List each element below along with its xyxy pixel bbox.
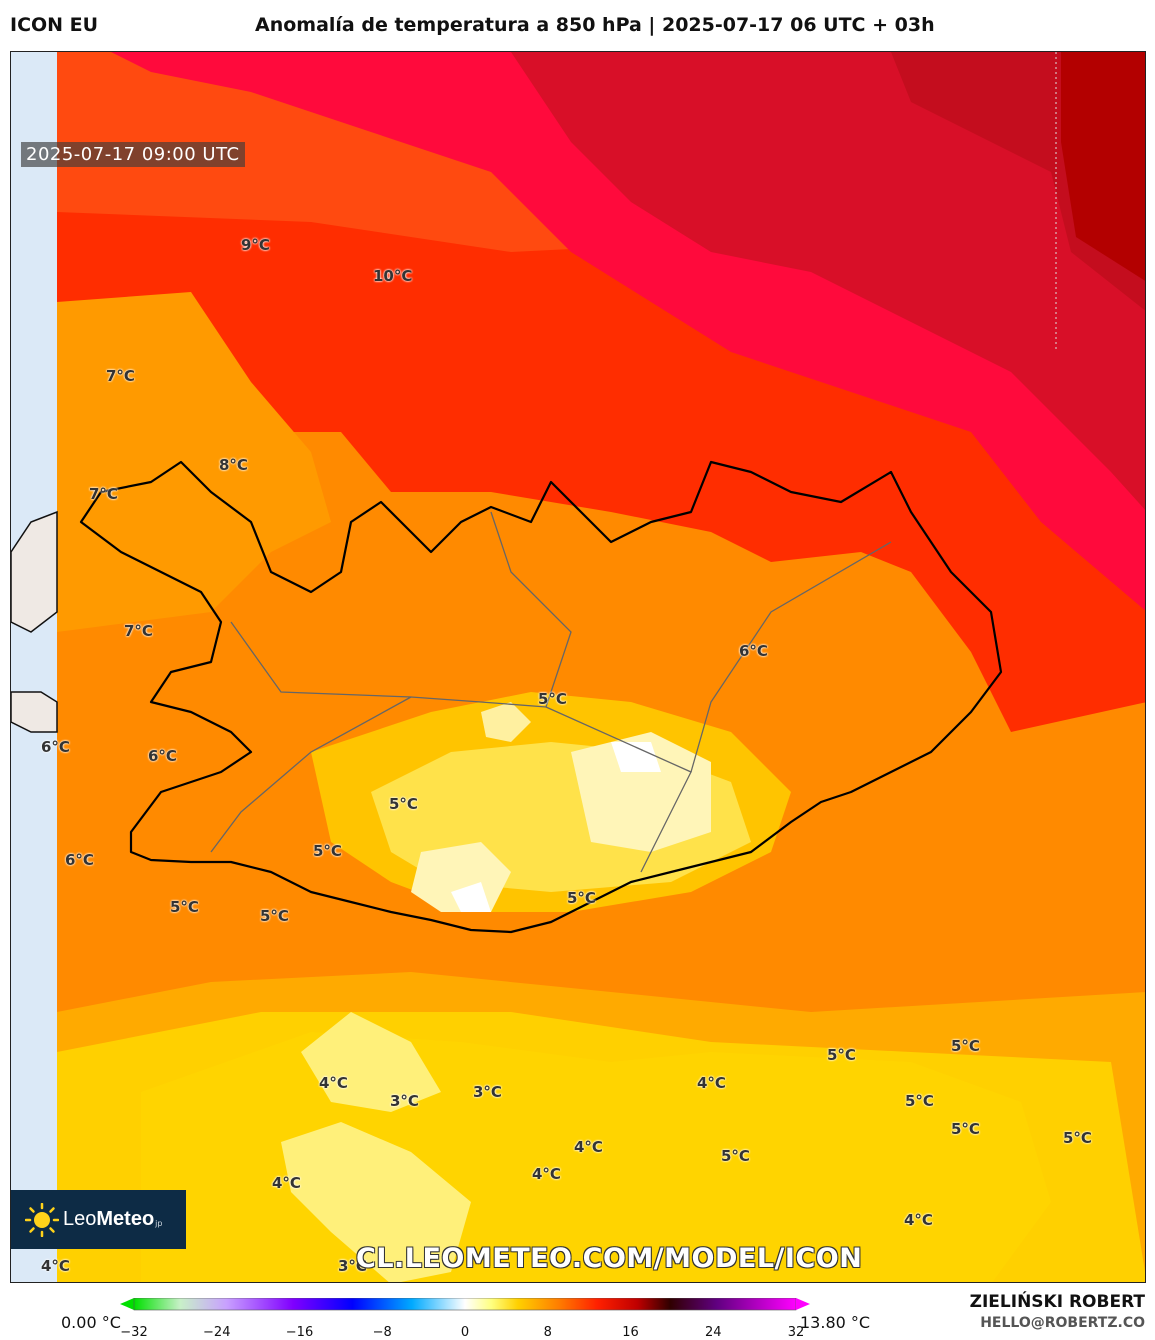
contour-label: 5°C (260, 907, 289, 925)
colorbar-max-label: 13.80 °C (800, 1313, 871, 1332)
logo-wordmark: LeoMeteo (63, 1208, 155, 1230)
colorbar-tick-label: −32 (120, 1325, 148, 1340)
contour-label: 9°C (241, 236, 270, 254)
contour-label: 6°C (148, 747, 177, 765)
contour-label: 6°C (41, 738, 70, 756)
contour-label: 4°C (532, 1165, 561, 1183)
contour-label: 5°C (1063, 1129, 1092, 1147)
colorbar-tick-label: −8 (372, 1325, 392, 1340)
contour-label: 4°C (272, 1174, 301, 1192)
contour-label: 5°C (827, 1046, 856, 1064)
header: ICON EU Anomalía de temperatura a 850 hP… (0, 0, 1155, 48)
contour-label: 5°C (905, 1092, 934, 1110)
contour-label: 5°C (567, 889, 596, 907)
leometeo-logo[interactable]: LeoMeteo jp (11, 1190, 186, 1249)
contour-label: 5°C (951, 1120, 980, 1138)
contour-label: 3°C (473, 1083, 502, 1101)
map-fields (11, 52, 1145, 1282)
contour-label: 7°C (124, 622, 153, 640)
model-name: ICON EU (10, 14, 99, 36)
contour-label: 5°C (170, 898, 199, 916)
watermark-url: CL.LEOMETEO.COM/MODEL/ICON (356, 1243, 863, 1274)
footer: 0.00 °C 13.80 °C (0, 1288, 1155, 1340)
colorbar-tick-label: 16 (622, 1325, 639, 1340)
colorbar-min-label: 0.00 °C (61, 1313, 121, 1332)
contour-label: 4°C (697, 1074, 726, 1092)
contour-label: 3°C (338, 1257, 367, 1275)
contour-label: 4°C (574, 1138, 603, 1156)
colorbar-tick-label: −16 (285, 1325, 314, 1340)
map-title: Anomalía de temperatura a 850 hPa | 2025… (255, 14, 935, 36)
contour-label: 5°C (721, 1147, 750, 1165)
contour-label: 7°C (106, 367, 135, 385)
contour-label: 4°C (904, 1211, 933, 1229)
colorbar-tick-label: 0 (460, 1325, 470, 1340)
contour-label: 10°C (373, 267, 413, 285)
contour-label: 5°C (951, 1037, 980, 1055)
contour-label: 3°C (390, 1092, 419, 1110)
contour-label: 7°C (89, 485, 118, 503)
valid-time-stamp: 2025-07-17 09:00 UTC (21, 142, 245, 167)
colorbar-tick-label: −24 (203, 1325, 231, 1340)
contour-label: 6°C (65, 851, 94, 869)
contour-label: 4°C (41, 1257, 70, 1275)
contour-label: 6°C (739, 642, 768, 660)
temperature-anomaly-map[interactable]: 2025-07-17 09:00 UTC 9°C 10°C 7°C 8°C 7°… (10, 51, 1146, 1283)
contour-label: 4°C (319, 1074, 348, 1092)
colorbar-tick-label: 24 (704, 1325, 722, 1340)
author-name: ZIELIŃSKI ROBERT (969, 1292, 1145, 1312)
contour-label: 5°C (389, 795, 418, 813)
colorbar-tick-label: 32 (787, 1325, 805, 1340)
colorbar-tick-label: 8 (543, 1325, 552, 1340)
contour-label: 5°C (313, 842, 342, 860)
author-email: HELLO@ROBERTZ.CO (980, 1315, 1145, 1331)
contour-label: 5°C (538, 690, 567, 708)
sun-icon (25, 1202, 59, 1237)
logo-suffix: jp (155, 1219, 163, 1228)
contour-label: 8°C (219, 456, 248, 474)
colorbar (120, 1298, 810, 1311)
